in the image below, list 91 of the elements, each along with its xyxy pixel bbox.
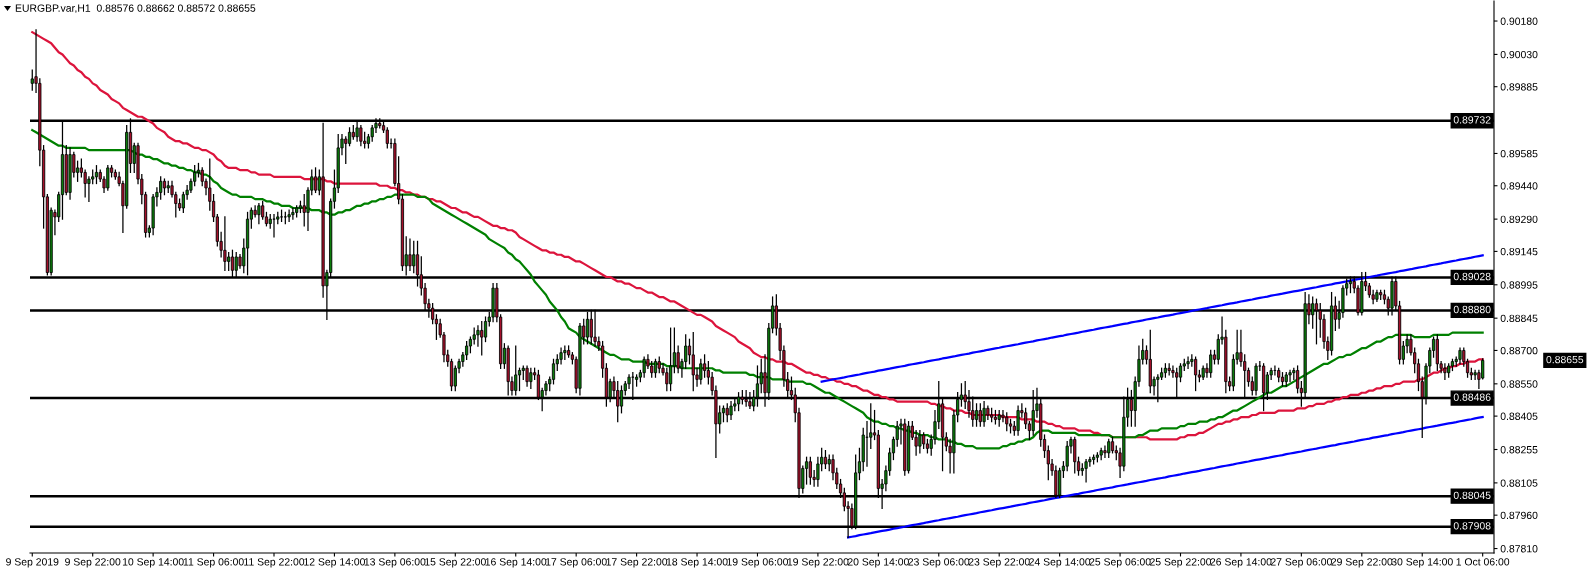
x-tick-label: 11 Sep 06:00	[183, 558, 244, 568]
x-tick-label: 23 Sep 22:00	[968, 558, 1030, 568]
candlestick	[1186, 356, 1190, 369]
candlestick	[344, 136, 348, 165]
x-tick-label: 1 Oct 06:00	[1456, 558, 1510, 566]
y-tick-label: 0.87960	[1500, 511, 1538, 520]
x-tick-label: 25 Sep 06:00	[1089, 558, 1151, 568]
ref-line-label: 0.89028	[1453, 272, 1491, 281]
candlestick	[106, 165, 110, 191]
ref-line-label: 0.88880	[1453, 305, 1491, 314]
x-tick-label: 29 Sep 22:00	[1331, 558, 1393, 568]
x-tick-label: 25 Sep 22:00	[1150, 558, 1212, 568]
candlestick	[291, 207, 295, 220]
x-tick-label: 16 Sep 14:00	[485, 558, 547, 568]
ref-line-label: 0.87908	[1453, 522, 1491, 530]
y-tick-label: 0.87810	[1500, 545, 1538, 553]
candlestick	[808, 456, 812, 485]
candlestick	[272, 214, 276, 238]
candlestick	[1073, 436, 1077, 474]
candlestick	[287, 209, 291, 222]
y-tick-label: 0.89885	[1500, 83, 1538, 91]
candlestick	[1024, 407, 1028, 429]
candlestick	[1443, 363, 1447, 381]
x-tick-label: 13 Sep 06:00	[364, 558, 426, 568]
candlestick	[30, 69, 34, 91]
x-tick-label: 23 Sep 06:00	[908, 558, 970, 568]
candlestick	[1473, 369, 1477, 381]
candlestick	[408, 238, 412, 271]
x-tick-label: 26 Sep 14:00	[1210, 558, 1272, 568]
x-tick-label: 19 Sep 06:00	[727, 558, 789, 568]
y-tick-label: 0.89440	[1500, 182, 1538, 190]
text: 0.88655	[1546, 355, 1584, 364]
candlestick	[359, 125, 363, 147]
x-tick-label: 17 Sep 22:00	[606, 558, 668, 568]
candlestick	[1103, 445, 1107, 458]
ref-line-label: 0.89732	[1453, 116, 1491, 124]
x-tick-label: 24 Sep 14:00	[1029, 558, 1091, 568]
x-tick-label: 11 Sep 22:00	[244, 558, 305, 568]
candlestick	[703, 354, 707, 378]
candlestick	[302, 194, 306, 227]
ref-line-label: 0.88045	[1453, 491, 1491, 500]
candlestick	[1016, 405, 1020, 436]
candlestick	[551, 358, 556, 385]
candlestick	[1084, 458, 1088, 483]
y-tick-label: 0.88550	[1500, 380, 1538, 388]
x-tick-label: 20 Sep 14:00	[847, 558, 909, 568]
candlestick	[313, 167, 318, 194]
y-tick-label: 0.90030	[1500, 50, 1538, 59]
x-tick-label: 27 Sep 06:00	[1270, 558, 1332, 568]
y-tick-label: 0.89585	[1500, 149, 1538, 158]
x-tick-label: 18 Sep 14:00	[666, 558, 728, 568]
x-tick-label: 15 Sep 22:00	[425, 558, 486, 568]
x-tick-label: 30 Sep 14:00	[1391, 558, 1453, 568]
candlestick	[529, 367, 533, 389]
candlestick	[257, 202, 261, 225]
candlestick	[1296, 365, 1300, 394]
candlestick	[412, 240, 416, 274]
y-tick-label: 0.89290	[1500, 215, 1538, 224]
candlestick	[480, 320, 484, 356]
x-tick-label: 9 Sep 22:00	[65, 558, 121, 568]
x-tick-label: 9 Sep 2019	[6, 558, 59, 568]
y-tick-label: 0.88995	[1500, 281, 1538, 289]
candlestick	[483, 316, 488, 343]
candlestick	[476, 325, 480, 347]
y-tick-label: 0.88845	[1500, 314, 1538, 323]
candlestick	[1209, 349, 1213, 378]
x-tick-label: 12 Sep 14:00	[304, 558, 366, 568]
candlestick	[691, 332, 695, 392]
chart-title: EURGBP.var,H1 0.88576 0.88662 0.88572 0.88655	[15, 4, 256, 14]
y-tick-label: 0.88255	[1500, 446, 1538, 454]
y-tick-label: 0.89145	[1500, 247, 1538, 256]
candlestick	[253, 205, 257, 218]
x-tick-label: 19 Sep 22:00	[787, 558, 849, 568]
y-tick-label: 0.88700	[1500, 346, 1538, 355]
x-tick-label: 17 Sep 06:00	[545, 558, 607, 568]
y-tick-label: 0.88405	[1500, 412, 1538, 420]
candlestick	[699, 358, 703, 385]
candlestick	[1288, 369, 1292, 383]
candlestick	[223, 216, 227, 271]
candlestick	[642, 356, 646, 378]
y-tick-label: 0.90180	[1500, 17, 1538, 25]
y-tick-label: 0.88105	[1500, 479, 1538, 487]
candlestick	[804, 456, 809, 485]
candlestick	[669, 327, 673, 392]
candlestick	[974, 403, 979, 427]
x-tick-label: 10 Sep 14:00	[122, 558, 184, 568]
candlestick	[982, 401, 986, 427]
candlestick	[978, 403, 982, 427]
candlestick	[525, 365, 529, 387]
ref-line-label: 0.88486	[1453, 393, 1491, 401]
candlestick	[665, 367, 669, 392]
